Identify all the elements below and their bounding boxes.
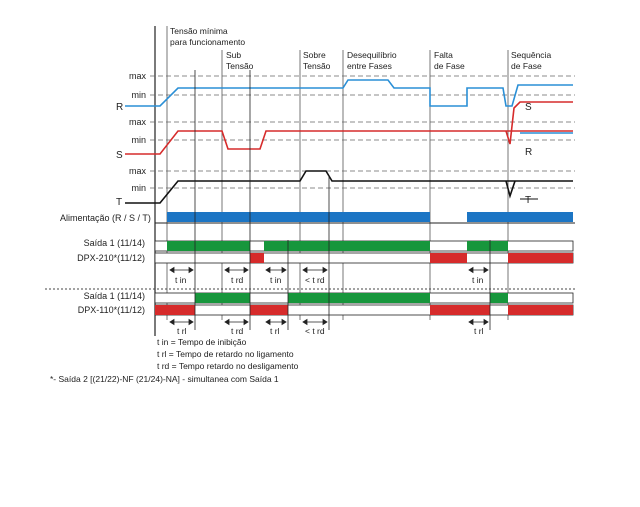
seq-label-r: R <box>525 147 532 158</box>
max-label: max <box>129 117 147 127</box>
phase-title: Sobre <box>303 50 326 60</box>
phase-title: de Fase <box>511 61 542 71</box>
min-label: min <box>131 90 146 100</box>
waveform-t-seq <box>505 180 516 199</box>
seq-label-t: T <box>525 195 531 206</box>
arrowhead <box>265 318 271 326</box>
arrowhead <box>224 266 230 274</box>
arrowhead <box>302 318 308 326</box>
arrowhead <box>281 318 287 326</box>
relay2-open <box>155 305 195 315</box>
arrowhead <box>322 266 328 274</box>
trd-label: t rd <box>231 326 244 336</box>
waveform-r <box>125 79 573 107</box>
arrowhead <box>322 318 328 326</box>
relay1-out1-label: Saída 1 (11/14) <box>84 238 145 248</box>
legend-tin: t in = Tempo de inibição <box>157 337 247 347</box>
arrowhead <box>224 318 230 326</box>
relay2-states <box>155 293 573 315</box>
waveform-s <box>125 130 573 155</box>
relay2-closed <box>288 293 430 303</box>
threshold-lines <box>150 75 575 189</box>
relay1-closed <box>264 241 430 251</box>
supply-bar <box>167 212 430 222</box>
relay1-open <box>250 253 264 263</box>
relay2-time-labels: t rl t rd t rl < t rd t rl <box>177 326 484 336</box>
relay2-time-arrows <box>169 292 491 330</box>
relay1-open <box>430 253 467 263</box>
phase-title: Sequência <box>511 50 551 60</box>
relay1-out2-label: DPX-210*(11/12) <box>77 253 145 263</box>
legend: t in = Tempo de inibição t rl = Tempo de… <box>50 337 299 384</box>
min-label: min <box>131 183 146 193</box>
seq-label-s: S <box>525 102 532 113</box>
legend-trd: t rd = Tempo retardo no desligamento <box>157 361 299 371</box>
arrowhead <box>243 318 249 326</box>
relay2-open <box>250 305 288 315</box>
footnote: *- Saída 2 [(21/22)-NF (21/24)-NA] - sim… <box>50 374 279 384</box>
phase-title: Falta <box>434 50 453 60</box>
supply-bar <box>467 212 573 222</box>
tin-label: t in <box>472 275 484 285</box>
phase-title: entre Fases <box>347 61 392 71</box>
arrowhead <box>243 266 249 274</box>
phase-title: Desequilíbrio <box>347 50 397 60</box>
waveform-t <box>125 170 573 204</box>
relay1-open <box>508 253 573 263</box>
arrowhead <box>468 318 474 326</box>
arrowhead <box>483 266 489 274</box>
max-label: max <box>129 71 147 81</box>
trd-label: t rd <box>231 275 244 285</box>
ltrd-label: < t rd <box>305 275 325 285</box>
phase-labels: R S T S R T <box>116 102 532 208</box>
legend-trl: t rl = Tempo de retardo no ligamento <box>157 349 294 359</box>
phase-label-t: T <box>116 197 122 208</box>
arrowhead <box>188 318 194 326</box>
relay2-out2-label: DPX-110*(11/12) <box>78 305 145 315</box>
phase-title: de Fase <box>434 61 465 71</box>
max-label: max <box>129 166 147 176</box>
relay1-closed <box>467 241 508 251</box>
tin-label: t in <box>270 275 282 285</box>
trl-label: t rl <box>270 326 280 336</box>
waveform-s-seq <box>505 101 573 145</box>
arrowhead <box>468 266 474 274</box>
ltrd-label: < t rd <box>305 326 325 336</box>
relay1-time-arrows <box>169 70 491 292</box>
relay2-closed <box>195 293 250 303</box>
phase-title: para funcionamento <box>170 37 245 47</box>
level-labels: max min max min max min <box>129 71 147 193</box>
trl-label: t rl <box>474 326 484 336</box>
phase-titles: Tensão mínima para funcionamento Sub Ten… <box>170 26 551 71</box>
supply-label: Alimentação (R / S / T) <box>60 213 151 223</box>
min-label: min <box>131 135 146 145</box>
phase-title: Sub <box>226 50 241 60</box>
phase-title: Tensão <box>303 61 331 71</box>
arrowhead <box>302 266 308 274</box>
relay1-closed <box>167 241 250 251</box>
phase-title: Tensão <box>226 61 254 71</box>
phase-title: Tensão mínima <box>170 26 228 36</box>
relay1-states <box>167 241 573 263</box>
phase-label-s: S <box>116 150 123 161</box>
arrowhead <box>265 266 271 274</box>
arrowhead <box>169 318 175 326</box>
arrowhead <box>281 266 287 274</box>
relay2-open <box>508 305 573 315</box>
relay2-open <box>430 305 490 315</box>
relay2-out1-label: Saída 1 (11/14) <box>84 291 145 301</box>
relay1-time-labels: t in t rd t in < t rd t in <box>175 275 484 285</box>
phase-label-r: R <box>116 102 123 113</box>
relay2-closed <box>490 293 508 303</box>
arrowhead <box>483 318 489 326</box>
tin-label: t in <box>175 275 187 285</box>
trl-label: t rl <box>177 326 187 336</box>
arrowhead <box>188 266 194 274</box>
arrowhead <box>169 266 175 274</box>
